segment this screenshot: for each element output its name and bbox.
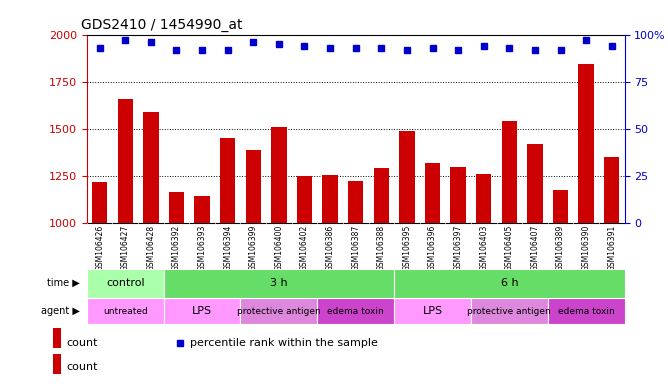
Bar: [53, 354, 61, 374]
Bar: [271, 127, 287, 223]
Text: GSM106386: GSM106386: [325, 225, 335, 271]
Text: GSM106388: GSM106388: [377, 225, 386, 271]
Bar: [246, 150, 261, 223]
Bar: [323, 175, 338, 223]
Bar: [476, 174, 492, 223]
Text: protective antigen: protective antigen: [468, 306, 551, 316]
Bar: [394, 269, 625, 298]
Bar: [194, 196, 210, 223]
Text: agent ▶: agent ▶: [41, 306, 80, 316]
Text: GSM106394: GSM106394: [223, 225, 232, 271]
Text: GSM106427: GSM106427: [121, 225, 130, 271]
Bar: [471, 298, 548, 324]
Bar: [53, 328, 61, 348]
Text: GSM106387: GSM106387: [351, 225, 360, 271]
Text: GSM106389: GSM106389: [556, 225, 565, 271]
Text: percentile rank within the sample: percentile rank within the sample: [190, 338, 378, 348]
Bar: [348, 181, 363, 223]
Text: untreated: untreated: [103, 306, 148, 316]
Bar: [502, 121, 517, 223]
Bar: [553, 190, 568, 223]
Bar: [169, 192, 184, 223]
Text: 3 h: 3 h: [270, 278, 288, 288]
Text: GSM106407: GSM106407: [530, 225, 540, 271]
Bar: [399, 131, 415, 223]
Bar: [164, 298, 240, 324]
Bar: [425, 164, 440, 223]
Bar: [118, 99, 133, 223]
Text: GSM106397: GSM106397: [454, 225, 463, 271]
Bar: [604, 157, 619, 223]
Bar: [527, 144, 542, 223]
Text: count: count: [67, 338, 98, 348]
Text: GSM106399: GSM106399: [248, 225, 258, 271]
Text: GDS2410 / 1454990_at: GDS2410 / 1454990_at: [81, 18, 243, 32]
Text: count: count: [67, 362, 98, 372]
Bar: [548, 298, 625, 324]
Text: control: control: [106, 278, 144, 288]
Text: GSM106400: GSM106400: [275, 225, 283, 271]
Text: GSM106428: GSM106428: [146, 225, 156, 271]
Text: GSM106396: GSM106396: [428, 225, 437, 271]
Text: GSM106405: GSM106405: [505, 225, 514, 271]
Bar: [220, 138, 235, 223]
Bar: [450, 167, 466, 223]
Text: GSM106393: GSM106393: [198, 225, 206, 271]
Text: GSM106391: GSM106391: [607, 225, 617, 271]
Bar: [92, 182, 108, 223]
Text: GSM106403: GSM106403: [479, 225, 488, 271]
Text: 6 h: 6 h: [500, 278, 518, 288]
Bar: [143, 112, 158, 223]
Text: GSM106402: GSM106402: [300, 225, 309, 271]
Text: edema toxin: edema toxin: [558, 306, 615, 316]
Bar: [240, 298, 317, 324]
Bar: [317, 298, 394, 324]
Bar: [87, 298, 164, 324]
Text: GSM106390: GSM106390: [582, 225, 591, 271]
Text: LPS: LPS: [192, 306, 212, 316]
Bar: [297, 176, 312, 223]
Bar: [373, 168, 389, 223]
Text: edema toxin: edema toxin: [327, 306, 384, 316]
Bar: [394, 298, 471, 324]
Text: GSM106392: GSM106392: [172, 225, 181, 271]
Bar: [87, 269, 164, 298]
Text: protective antigen: protective antigen: [237, 306, 321, 316]
Text: GSM106395: GSM106395: [402, 225, 411, 271]
Bar: [578, 64, 594, 223]
Text: GSM106426: GSM106426: [95, 225, 104, 271]
Text: LPS: LPS: [422, 306, 443, 316]
Bar: [164, 269, 394, 298]
Text: time ▶: time ▶: [47, 278, 80, 288]
